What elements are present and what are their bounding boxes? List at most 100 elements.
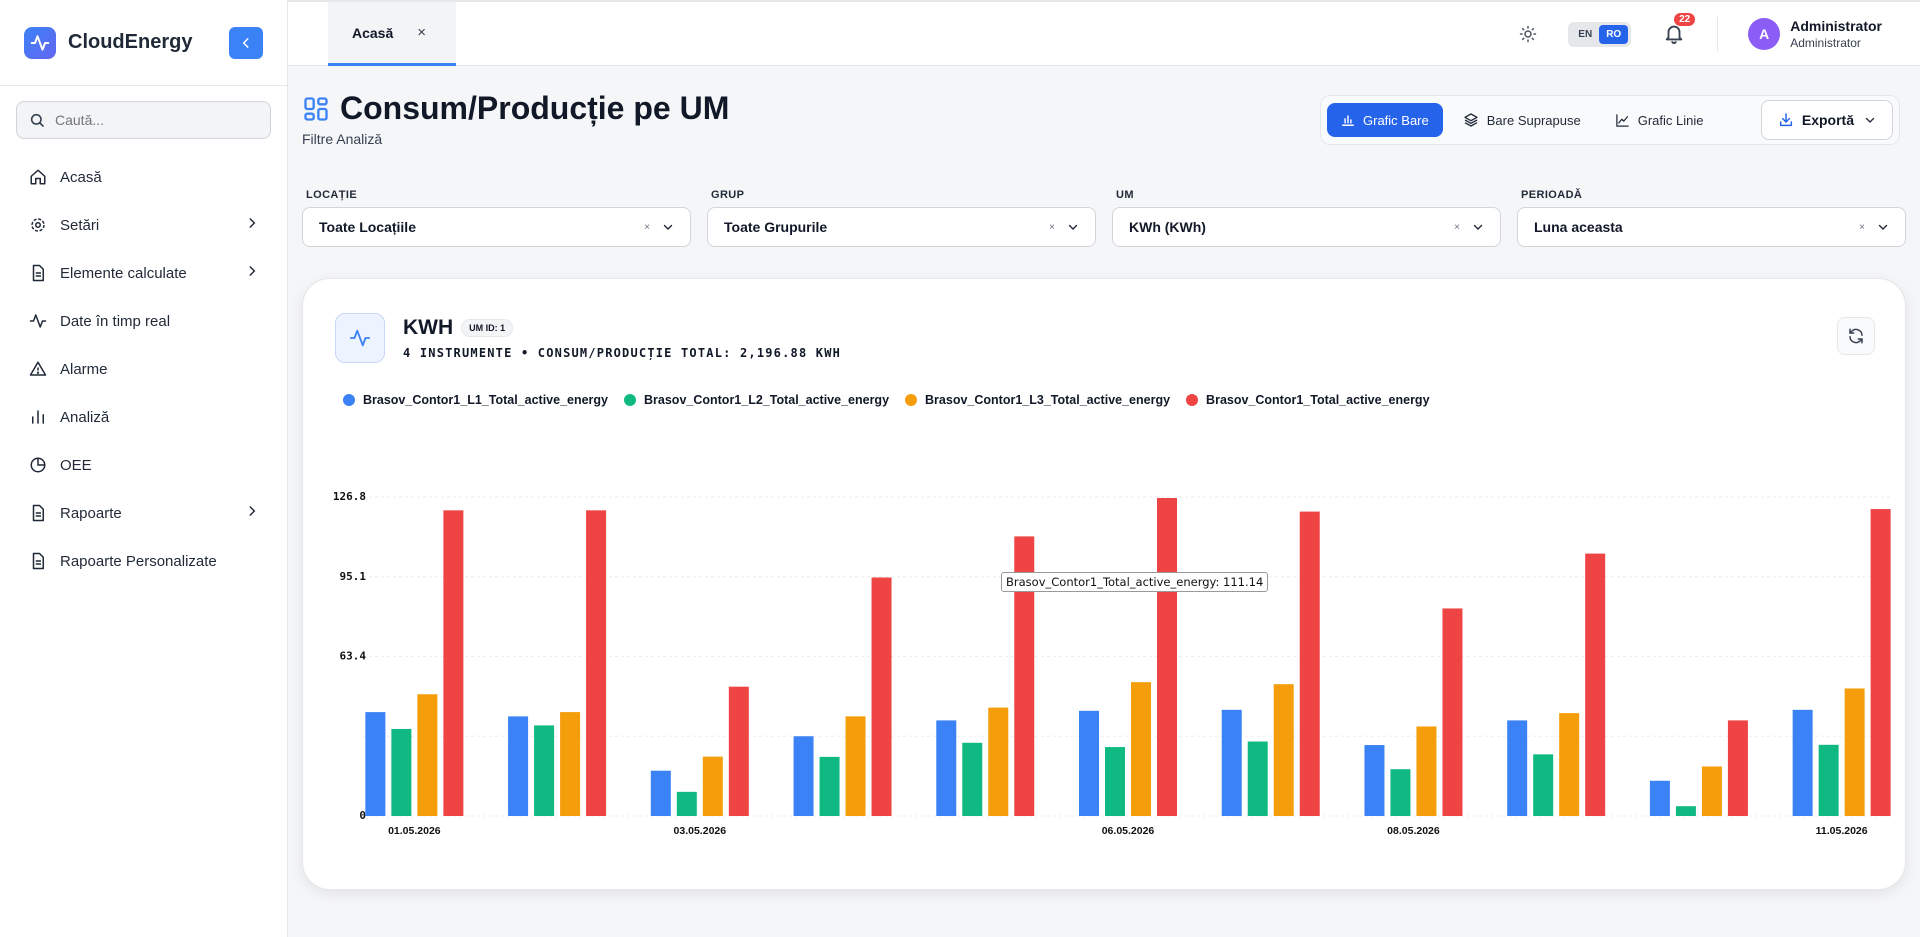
refresh-button[interactable] [1837, 317, 1875, 355]
legend-item[interactable]: Brasov_Contor1_Total_active_energy [1186, 393, 1430, 407]
tab-close-button[interactable]: × [417, 24, 427, 41]
chart-bar[interactable] [1507, 720, 1528, 816]
user-menu[interactable]: Administrator Administrator [1790, 18, 1882, 50]
chart-bar[interactable] [1442, 608, 1463, 816]
x-tick-label: 01.05.2026 [388, 825, 441, 837]
search-icon [30, 113, 44, 127]
legend-item[interactable]: Brasov_Contor1_L2_Total_active_energy [624, 393, 889, 407]
chart-bar[interactable] [1870, 509, 1891, 816]
line-chart-view-button[interactable]: Grafic Linie [1601, 103, 1718, 137]
home-icon [28, 167, 48, 187]
filter-value: KWh (KWh) [1129, 219, 1206, 235]
filter-grup: GRUP Toate Grupurile × [707, 189, 1096, 247]
chart-bar[interactable] [1675, 806, 1696, 816]
legend-item[interactable]: Brasov_Contor1_L1_Total_active_energy [343, 393, 608, 407]
location-select[interactable]: Toate Locațiile × [302, 207, 691, 247]
chart-bar[interactable] [702, 756, 723, 816]
collapse-sidebar-button[interactable] [229, 26, 263, 59]
page-subtitle: Filtre Analiză [302, 131, 383, 147]
chart-bar[interactable] [1585, 553, 1606, 816]
chart-bar[interactable] [1273, 684, 1294, 816]
sidebar-item-rapoarte-personalizate[interactable]: Rapoarte Personalizate [0, 537, 287, 585]
clear-icon[interactable]: × [1454, 221, 1460, 233]
chart-bar[interactable] [988, 707, 1009, 816]
notifications-button[interactable]: 22 [1663, 13, 1696, 46]
um-select[interactable]: KWh (KWh) × [1112, 207, 1501, 247]
document-icon [28, 263, 48, 283]
chart-bar[interactable] [391, 728, 412, 816]
chart-bar[interactable] [845, 716, 866, 816]
lang-ro-button[interactable]: RO [1599, 24, 1629, 44]
chart-bar[interactable] [1299, 511, 1320, 816]
sidebar-item-oee[interactable]: OEE [0, 441, 287, 489]
chart-bar[interactable] [1818, 744, 1839, 816]
chart-bar[interactable] [443, 510, 464, 816]
clear-icon[interactable]: × [644, 221, 650, 233]
search-input[interactable] [55, 112, 255, 128]
chart-bar[interactable] [1131, 682, 1151, 816]
period-select[interactable]: Luna aceasta × [1517, 207, 1906, 247]
sidebar-item-setari[interactable]: Setări [0, 201, 287, 249]
chart-bar[interactable] [1247, 741, 1268, 816]
chart-bar[interactable] [1221, 709, 1242, 816]
sidebar-item-acasa[interactable]: Acasă [0, 153, 287, 201]
chart-bar[interactable] [793, 736, 814, 816]
topbar: Acasă × EN RO 22 A Administrator Adminis… [288, 0, 1920, 66]
chart-bar[interactable] [534, 725, 555, 816]
legend-swatch [1186, 394, 1199, 406]
chart-bar[interactable] [871, 577, 892, 816]
legend-item[interactable]: Brasov_Contor1_L3_Total_active_energy [905, 393, 1170, 407]
chart-bar[interactable] [1390, 769, 1411, 816]
chart-bar[interactable] [365, 712, 386, 816]
chart-bar[interactable] [1559, 713, 1580, 816]
chart-bar[interactable] [1533, 754, 1554, 816]
clear-icon[interactable]: × [1859, 221, 1865, 233]
chart-bar[interactable] [560, 712, 581, 816]
chart-bar[interactable] [962, 742, 983, 816]
chart-bar[interactable] [1844, 688, 1865, 816]
chart-bar[interactable] [1157, 498, 1177, 816]
chart-bar[interactable] [1701, 766, 1722, 816]
bar-chart-view-button[interactable]: Grafic Bare [1327, 103, 1443, 137]
chart-bar[interactable] [936, 720, 957, 816]
sidebar: CloudEnergy Acasă Setări Elemente calcul… [0, 0, 288, 937]
lang-en-button[interactable]: EN [1578, 28, 1593, 40]
activity-icon [335, 313, 385, 363]
chart-bar[interactable] [1014, 536, 1035, 816]
search-box[interactable] [16, 101, 271, 139]
export-label: Exportă [1801, 112, 1854, 128]
chevron-right-icon [245, 504, 259, 522]
chart-bar[interactable] [1727, 720, 1748, 816]
chart-bar[interactable] [508, 716, 529, 816]
chevron-down-icon [1878, 224, 1888, 230]
sidebar-item-elemente-calculate[interactable]: Elemente calculate [0, 249, 287, 297]
chart-bar[interactable] [417, 694, 438, 816]
chart-bar[interactable] [1079, 710, 1099, 816]
stacked-bar-view-button[interactable]: Bare Suprapuse [1449, 103, 1595, 137]
chart-bar[interactable] [586, 510, 607, 816]
chart-bar[interactable] [1105, 747, 1125, 816]
chart-bar[interactable] [1649, 780, 1670, 816]
filter-label: UM [1116, 189, 1134, 201]
chart-bar[interactable] [1416, 726, 1437, 816]
legend-swatch [343, 394, 355, 406]
group-select[interactable]: Toate Grupurile × [707, 207, 1096, 247]
clear-icon[interactable]: × [1049, 221, 1055, 233]
legend-label: Brasov_Contor1_L2_Total_active_energy [644, 393, 890, 407]
chart-bar[interactable] [1364, 745, 1385, 816]
chart-bar[interactable] [650, 770, 671, 816]
chart-bar[interactable] [1792, 709, 1813, 816]
filter-locatie: LOCAȚIE Toate Locațiile × [302, 189, 691, 247]
chart-bar[interactable] [728, 686, 749, 816]
tab-acasa[interactable]: Acasă × [328, 2, 456, 66]
sidebar-item-rapoarte[interactable]: Rapoarte [0, 489, 287, 537]
sidebar-item-date-timp-real[interactable]: Date în timp real [0, 297, 287, 345]
avatar[interactable]: A [1748, 18, 1781, 50]
chart-bar[interactable] [819, 756, 840, 816]
sun-icon[interactable] [1516, 22, 1540, 46]
sidebar-item-analiza[interactable]: Analiză [0, 393, 287, 441]
sidebar-item-alarme[interactable]: Alarme [0, 345, 287, 393]
export-button[interactable]: Exportă [1760, 100, 1893, 140]
filter-value: Toate Grupurile [724, 219, 828, 235]
chart-bar[interactable] [676, 791, 697, 816]
